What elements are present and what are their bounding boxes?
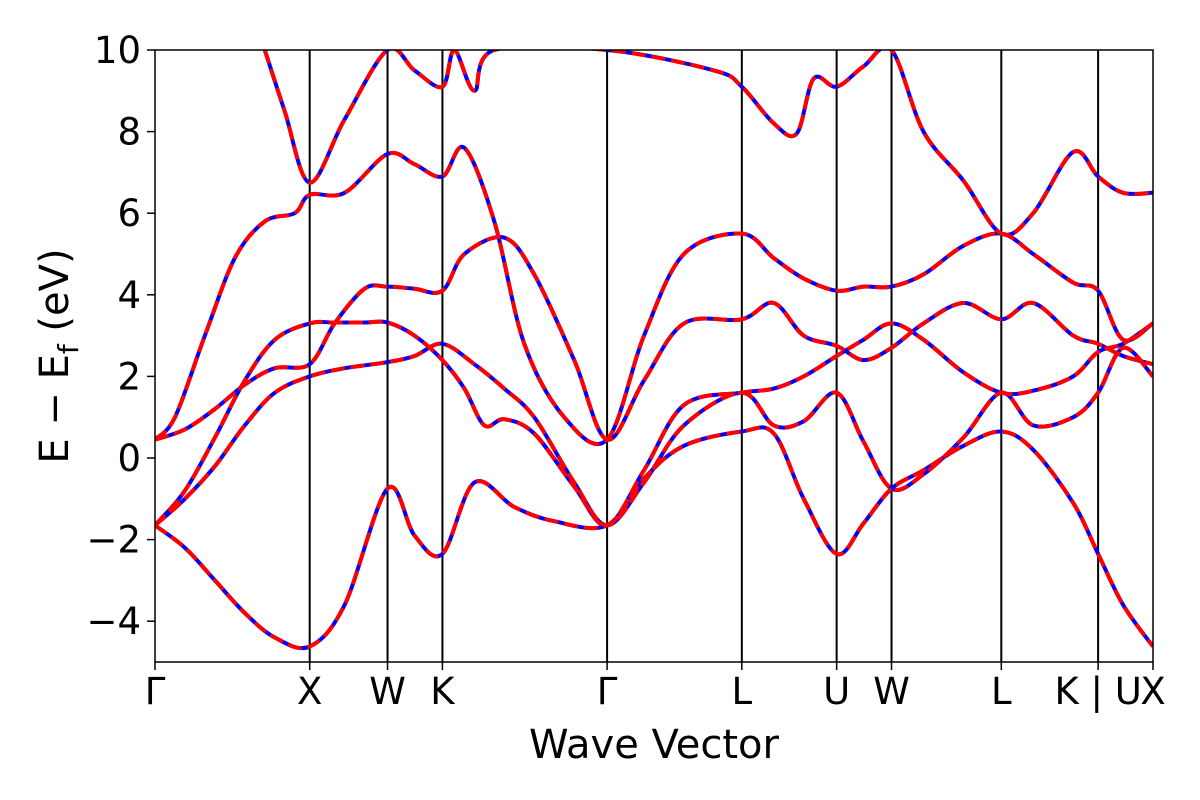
y-axis-label: E − Ef (eV) [32, 248, 85, 463]
x-tick-label: L [991, 670, 1012, 713]
y-tick-label: 0 [117, 437, 141, 480]
y-tick-label: 10 [94, 29, 141, 72]
plot-frame [154, 49, 1154, 663]
band-line-solid [155, 144, 1153, 447]
band-line-dashed [155, 319, 1153, 528]
x-tick-label: X [1140, 670, 1165, 713]
band-line-solid [155, 235, 1153, 442]
band-line-dashed [262, 50, 1153, 237]
x-tick-label: X [297, 670, 322, 713]
x-axis-label: Wave Vector [529, 722, 780, 768]
y-axis-label-main: E − E [32, 354, 78, 464]
x-tick-label: K [430, 670, 456, 713]
y-axis-label-unit: (eV) [32, 248, 78, 344]
y-tick-label: 2 [117, 355, 141, 398]
y-tick-label: −4 [86, 600, 141, 643]
x-tick-label: L [732, 670, 753, 713]
band-line-dashed [155, 144, 1153, 447]
y-tick-label: 6 [117, 192, 141, 235]
y-axis-label-subscript: f [52, 343, 85, 354]
x-tick-label: Γ [597, 670, 618, 713]
x-tick-label: U [823, 670, 850, 713]
band-line-dashed [155, 235, 1153, 442]
x-tick-label: W [873, 670, 910, 713]
x-tick-label: W [369, 670, 406, 713]
x-tick-label: K | U [1054, 670, 1141, 713]
y-axis-ticks: −4 −2 0 2 4 6 8 10 [86, 29, 155, 643]
band-line-dashed [155, 341, 1153, 528]
y-tick-label: 8 [117, 111, 141, 154]
band-lines [155, 50, 1153, 651]
y-tick-label: −2 [86, 519, 141, 562]
band-line-solid [155, 425, 1153, 651]
band-line-solid [155, 341, 1153, 528]
high-symmetry-lines [308, 50, 1100, 662]
band-line-solid [155, 319, 1153, 528]
band-line-solid [262, 50, 1153, 237]
x-tick-label: Γ [145, 670, 166, 713]
band-line-dashed [155, 425, 1153, 651]
y-tick-label: 4 [117, 274, 141, 317]
